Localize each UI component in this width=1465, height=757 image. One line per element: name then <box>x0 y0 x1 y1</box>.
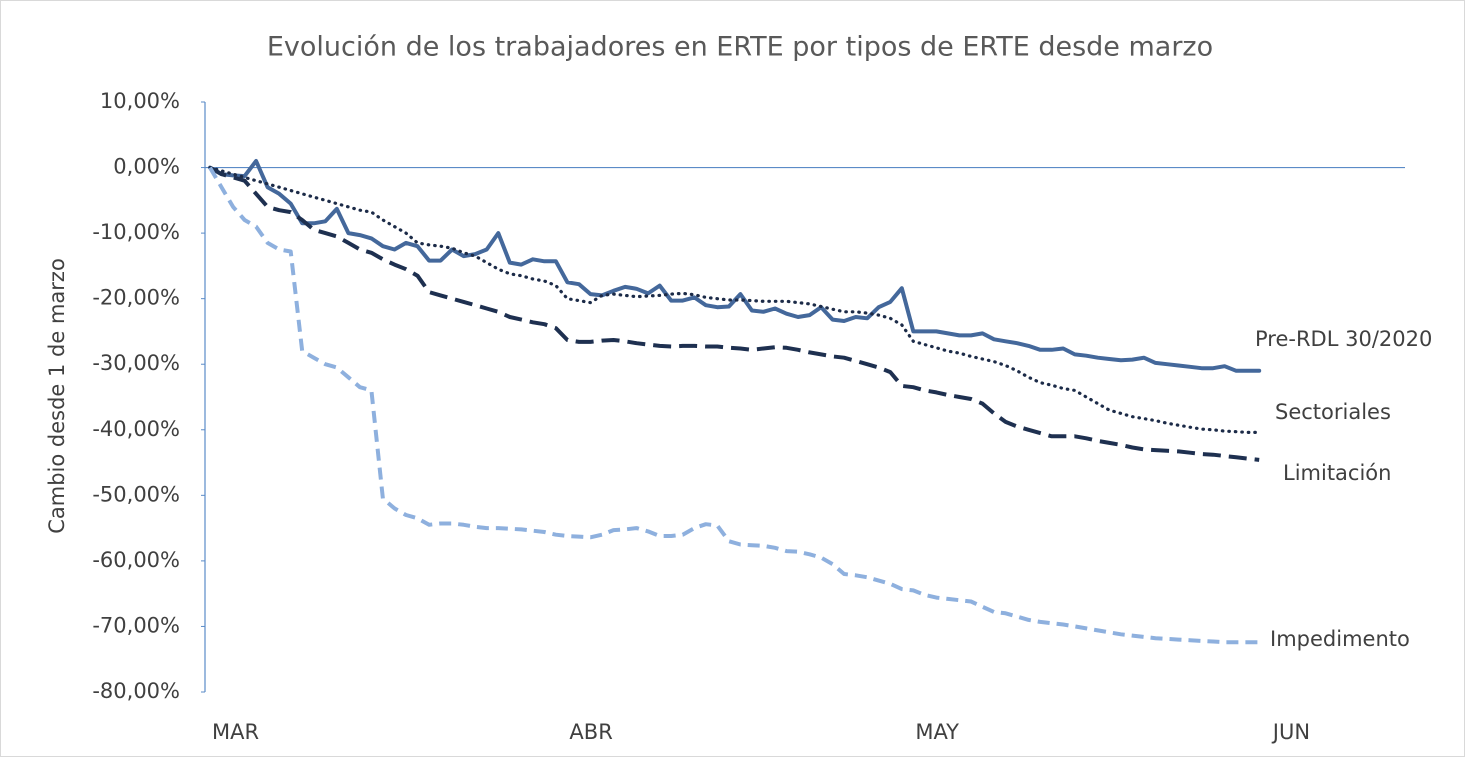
series-line <box>208 166 1261 434</box>
chart-title: Evolución de los trabajadores en ERTE po… <box>267 32 1213 63</box>
x-tick-label: ABR <box>569 720 612 744</box>
y-tick-label: -70,00% <box>92 613 180 637</box>
y-tick-label: 10,00% <box>100 89 180 113</box>
y-tick-label: -50,00% <box>92 482 180 506</box>
series-line <box>209 165 1260 462</box>
y-tick-label: -20,00% <box>92 286 180 310</box>
series-label: Impedimento <box>1270 627 1410 651</box>
x-tick-label: MAR <box>212 720 259 744</box>
y-tick-label: 0,00% <box>113 155 180 179</box>
series-label: Pre-RDL 30/2020 <box>1255 327 1432 351</box>
series-label: Sectoriales <box>1275 400 1391 424</box>
y-axis-title: Cambio desde 1 de marzo <box>45 258 69 534</box>
y-tick-label: -80,00% <box>92 679 180 703</box>
x-tick-label: JUN <box>1271 720 1310 744</box>
y-tick-label: -10,00% <box>92 220 180 244</box>
y-tick-label: -30,00% <box>92 351 180 375</box>
y-tick-label: -40,00% <box>92 417 180 441</box>
series-line <box>208 166 1260 645</box>
series-label: Limitación <box>1283 461 1391 485</box>
y-tick-label: -60,00% <box>92 548 180 572</box>
series-line <box>208 159 1262 373</box>
x-tick-label: MAY <box>915 720 959 744</box>
